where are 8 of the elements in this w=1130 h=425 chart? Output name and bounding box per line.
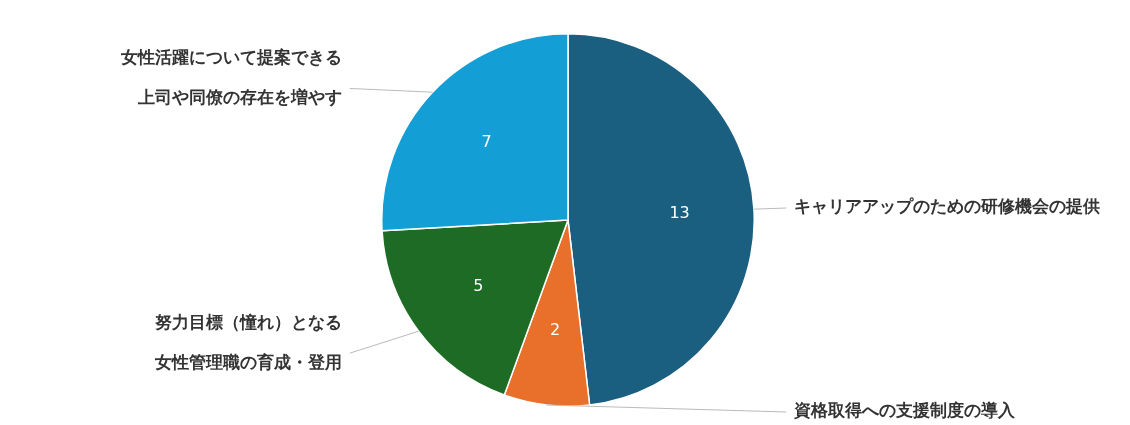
- data-label: 13: [669, 202, 690, 222]
- slice-label: 女性活躍について提案できる上司や同僚の存在を増やす: [119, 46, 342, 107]
- data-label: 2: [549, 320, 561, 340]
- slice-label: キャリアアップのための研修機会の提供: [794, 196, 1101, 217]
- slice-label: 資格取得への支援制度の導入: [793, 400, 1017, 421]
- slice-label: 努力目標（憧れ）となる女性管理職の育成・登用: [153, 311, 342, 372]
- data-label: 5: [473, 275, 484, 295]
- data-label: 7: [481, 132, 492, 152]
